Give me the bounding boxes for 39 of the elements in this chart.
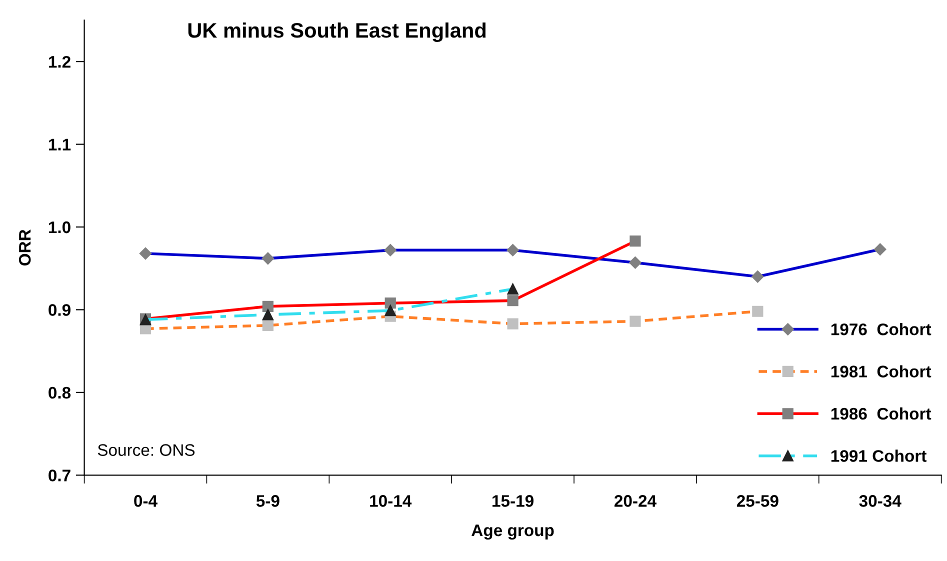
x-tick-label: 30-34 [859,495,902,507]
point [507,283,518,295]
point [630,236,641,247]
x-tick-label: 15-19 [492,495,534,507]
legend-label: 1976 Cohort [831,323,932,336]
legend-label: 1991 Cohort [831,450,926,462]
x-tick-label: 20-24 [614,495,656,507]
y-tick-label: 0.9 [48,304,70,316]
chart-title: UK minus South East England [188,22,486,42]
legend-label: 1986 Cohort [831,407,932,420]
point [139,247,152,260]
y-tick-label: 1.0 [48,221,70,234]
point [384,244,396,256]
point [874,243,886,256]
point [384,304,396,316]
point [262,320,274,331]
point [630,316,641,327]
point [262,300,274,312]
point [507,295,518,306]
y-axis-title: ORR [18,230,31,266]
point [752,270,764,283]
point [262,309,274,320]
point [629,256,642,269]
x-tick-label: 0-4 [134,495,158,507]
x-tick-label: 10-14 [370,495,412,507]
y-tick-label: 0.7 [48,470,70,482]
point [506,244,519,256]
point [384,298,396,309]
point [752,306,764,317]
legend-label: 1981 Cohort [831,365,932,378]
y-tick-label: 1.2 [48,56,70,68]
annotation: Source: ONS [98,444,195,456]
x-tick-label: 5-9 [256,495,280,507]
y-tick-label: 1.1 [48,138,71,150]
x-axis-title: Age group [472,524,554,540]
point [262,252,274,265]
y-tick-label: 0.8 [48,386,71,399]
x-tick-label: 25-59 [736,495,778,507]
point [507,318,518,330]
